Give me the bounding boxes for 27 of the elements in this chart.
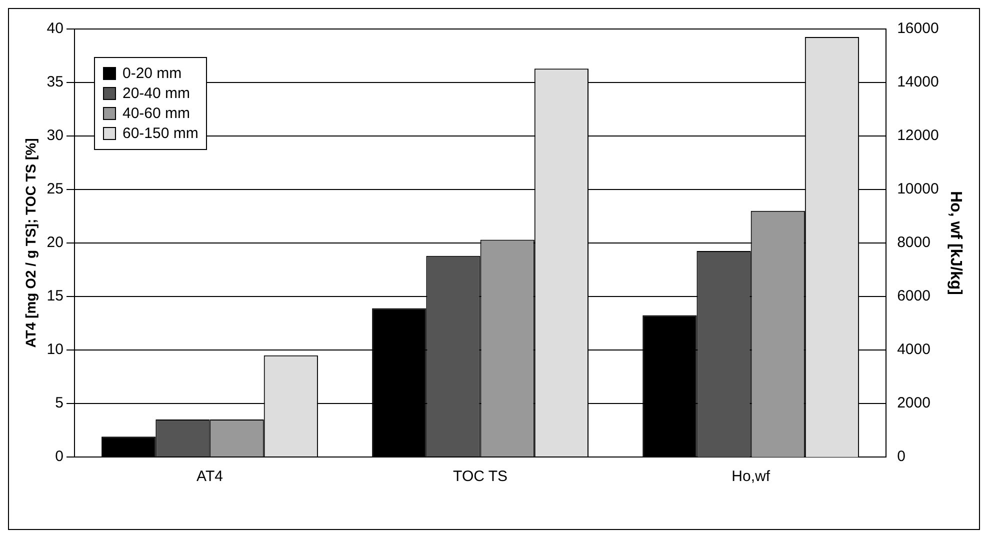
y-axis-title: AT4 [mg O2 / g TS]; TOC TS [%]: [22, 138, 38, 348]
y2-tick-label: 10000: [897, 180, 939, 198]
x-tick-label: Ho,wf: [732, 468, 771, 486]
y-tick-label: 0: [55, 448, 64, 466]
y2-tick-label: 6000: [897, 288, 930, 305]
y-tick-label: 25: [46, 180, 64, 198]
y-tick-label: 5: [55, 394, 64, 412]
y2-axis-title: Ho, wf [kJ/kg]: [946, 190, 964, 296]
y2-tick-label: 16000: [897, 20, 939, 38]
y-tick-label: 30: [46, 127, 64, 144]
y2-tick-label: 2000: [897, 394, 930, 412]
y2-tick-label: 12000: [897, 127, 939, 144]
legend-label: 60-150 mm: [122, 125, 198, 142]
legend-label: 0-20 mm: [122, 65, 182, 82]
y2-tick-label: 14000: [897, 74, 939, 91]
y2-tick-label: 4000: [897, 341, 930, 358]
y-tick-label: 20: [46, 234, 64, 252]
legend-label: 20-40 mm: [122, 85, 190, 102]
y-tick-label: 40: [46, 20, 64, 38]
legend-label: 40-60 mm: [122, 105, 190, 122]
y-tick-label: 10: [46, 341, 64, 358]
y-tick-label: 15: [46, 288, 64, 305]
y-tick-label: 35: [46, 74, 64, 91]
x-tick-label: AT4: [196, 468, 223, 486]
x-tick-label: TOC TS: [453, 468, 508, 486]
y2-tick-label: 0: [897, 448, 906, 466]
y2-tick-label: 8000: [897, 234, 930, 252]
